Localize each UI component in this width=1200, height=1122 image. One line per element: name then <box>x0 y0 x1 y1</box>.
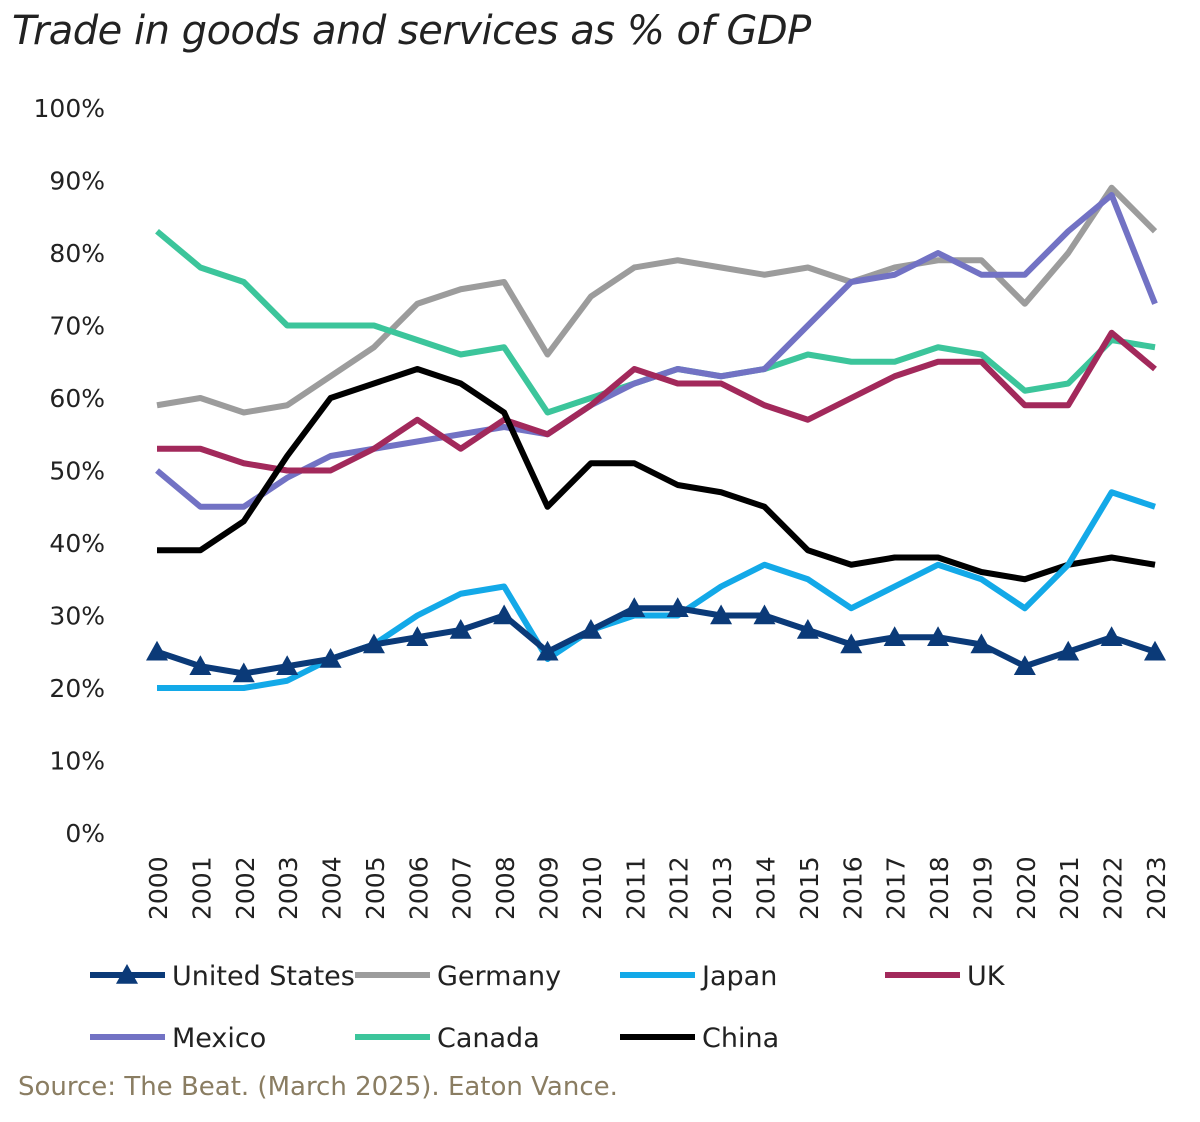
data-point-marker <box>796 619 819 639</box>
data-point-marker <box>1013 655 1036 676</box>
x-tick-label: 2007 <box>448 856 477 920</box>
data-point-marker <box>406 626 429 647</box>
data-point-marker <box>189 655 212 676</box>
y-tick-label: 50% <box>49 457 105 486</box>
x-tick-label: 2021 <box>1055 856 1084 920</box>
y-tick-label: 60% <box>49 384 105 413</box>
x-tick-label: 2010 <box>578 856 607 920</box>
chart-title: Trade in goods and services as % of GDP <box>12 8 811 54</box>
data-point-marker <box>276 655 299 676</box>
series-line-china <box>157 366 1156 583</box>
x-tick-label: 2002 <box>231 856 260 920</box>
data-point-marker <box>319 648 342 668</box>
x-tick-label: 2008 <box>491 856 520 920</box>
legend-label: Mexico <box>172 1023 266 1054</box>
legend-marker <box>116 964 138 984</box>
x-tick-label: 2004 <box>318 856 347 920</box>
x-tick-label: 2019 <box>968 856 997 920</box>
y-tick-label: 0% <box>65 819 105 848</box>
data-point-marker <box>623 597 646 618</box>
data-point-marker <box>883 626 906 647</box>
legend-label: Japan <box>700 961 777 992</box>
x-tick-label: 2000 <box>144 856 173 920</box>
y-tick-label: 80% <box>49 239 105 268</box>
data-point-marker <box>927 626 950 647</box>
data-point-marker <box>232 662 255 683</box>
y-tick-label: 10% <box>49 747 105 776</box>
source-note: Source: The Beat. (March 2025). Eaton Va… <box>18 1072 618 1102</box>
data-point-marker <box>666 597 689 618</box>
series-line-uk <box>157 329 1157 474</box>
y-tick-label: 20% <box>49 674 105 703</box>
data-point-marker <box>840 633 863 654</box>
x-tick-label: 2020 <box>1012 856 1041 920</box>
data-point-marker <box>579 619 602 639</box>
legend-label: China <box>702 1023 779 1054</box>
data-point-marker <box>536 640 559 661</box>
data-point-marker <box>146 640 168 661</box>
data-point-marker <box>362 633 385 654</box>
x-tick-label: 2018 <box>925 856 954 920</box>
series-line-germany <box>156 184 1158 416</box>
y-tick-label: 40% <box>49 529 105 558</box>
x-tick-label: 2006 <box>404 856 433 920</box>
y-tick-label: 70% <box>49 312 105 341</box>
series-line-mexico <box>155 192 1158 510</box>
x-tick-label: 2005 <box>361 856 390 920</box>
data-point-marker <box>753 604 776 625</box>
legend-label: Canada <box>437 1023 540 1054</box>
legend-label: United States <box>172 961 355 992</box>
x-tick-label: 2009 <box>535 856 564 920</box>
legend-label: UK <box>967 961 1006 992</box>
y-tick-label: 100% <box>34 94 105 123</box>
data-point-marker <box>449 619 472 639</box>
x-tick-label: 2012 <box>665 856 694 920</box>
x-tick-label: 2022 <box>1099 856 1128 920</box>
x-tick-label: 2003 <box>274 856 303 920</box>
x-tick-label: 2011 <box>621 856 650 920</box>
x-tick-label: 2001 <box>187 856 216 920</box>
x-tick-label: 2017 <box>882 856 911 920</box>
x-tick-label: 2023 <box>1142 856 1171 920</box>
legend-label: Germany <box>437 961 561 992</box>
data-point-marker <box>1144 640 1166 661</box>
data-point-marker <box>493 604 516 625</box>
x-tick-label: 2016 <box>838 856 867 920</box>
y-tick-label: 90% <box>49 167 105 196</box>
x-tick-label: 2014 <box>751 856 780 920</box>
x-tick-label: 2015 <box>795 856 824 920</box>
y-tick-label: 30% <box>49 602 105 631</box>
data-point-marker <box>1100 626 1123 647</box>
data-point-marker <box>710 604 733 625</box>
data-point-marker <box>1057 640 1080 661</box>
x-tick-label: 2013 <box>708 856 737 920</box>
data-point-marker <box>970 633 993 654</box>
